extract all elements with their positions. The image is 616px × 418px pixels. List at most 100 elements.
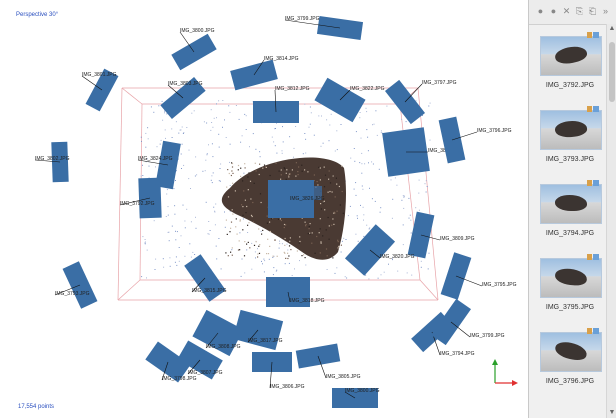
aligned-icon	[587, 106, 592, 112]
camera-label: IMG_3800.JPG	[345, 388, 380, 394]
camera-label: IMG_3797.JPG	[422, 80, 457, 86]
camera-label: IMG_3822.JPG	[350, 86, 385, 92]
expand-icon[interactable]: »	[602, 6, 608, 16]
camera-frustum[interactable]: IMG_3809.JPG	[407, 211, 475, 259]
camera-direction-line	[167, 84, 184, 99]
camera-label: IMG_3806.JPG	[270, 384, 305, 390]
scroll-down-icon[interactable]: ▼	[608, 409, 616, 416]
refresh-icon[interactable]: ●	[537, 6, 544, 16]
camera-direction-line	[247, 329, 259, 343]
aligned-icon	[587, 180, 592, 186]
camera-direction-line	[450, 321, 471, 338]
camera-frustum[interactable]: IMG_3800.JPG	[171, 28, 217, 71]
camera-direction-line	[179, 31, 195, 53]
camera-plane	[268, 180, 314, 218]
camera-direction-line	[420, 234, 441, 241]
close-icon[interactable]: ✕	[562, 6, 571, 16]
camera-direction-line	[119, 197, 151, 206]
camera-frustum[interactable]: IMG_3803.JPG	[160, 76, 206, 120]
camera-direction-line	[317, 355, 327, 379]
copy-icon[interactable]: ⎘	[575, 6, 584, 16]
camera-frustum[interactable]: IMG_3796.JPG	[438, 116, 512, 164]
camera-direction-line	[287, 291, 291, 303]
camera-direction-line	[54, 284, 81, 296]
camera-icon	[593, 328, 599, 334]
camera-frustum[interactable]: IMG_3805.JPG	[295, 343, 361, 380]
camera-direction-line	[34, 159, 61, 163]
camera-icon	[593, 32, 599, 38]
camera-frustum[interactable]: IMG_3800.JPG	[332, 388, 380, 408]
scroll-thumb[interactable]	[609, 42, 615, 102]
status-icons	[587, 106, 601, 112]
camera-frustum[interactable]: IMG_3812.JPG	[253, 86, 310, 123]
camera-label: IMG_3794.JPG	[440, 351, 475, 357]
camera-icon	[593, 106, 599, 112]
camera-frustum[interactable]: IMG_3802.JPG	[34, 141, 70, 183]
photo-thumbnail[interactable]	[540, 184, 602, 224]
camera-frustum-center[interactable]: IMG_3826.JPG	[268, 180, 325, 218]
camera-frustum[interactable]: IMG_3799.JPG	[284, 16, 364, 40]
camera-frustum[interactable]: IMG_3807.JPG	[177, 340, 223, 380]
camera-direction-line	[269, 361, 273, 389]
photo-thumbnail[interactable]	[540, 110, 602, 150]
scroll-up-icon[interactable]: ▲	[608, 25, 616, 32]
camera-frustum[interactable]: IMG_3808.JPG	[192, 309, 244, 357]
3d-viewport[interactable]: IMG_3799.JPG IMG_3800.JPG IMG_3801.JPG IMG_…	[0, 0, 529, 418]
camera-direction-line	[205, 332, 219, 349]
camera-label: IMG_3818.JPG	[290, 298, 325, 304]
camera-label: IMG_3800.JPG	[180, 28, 215, 34]
photo-thumbnail[interactable]	[540, 258, 602, 298]
camera-direction-line	[81, 75, 103, 91]
camera-frustum[interactable]: IMG_3815.JPG	[184, 254, 227, 302]
photos-toolbar: ● ● ✕ ⎘ ⎗ »	[529, 0, 616, 25]
axis-gizmo	[492, 359, 518, 386]
camera-frustum[interactable]: IMG_3806.JPG	[252, 352, 305, 390]
thumbnail-list[interactable]: IMG_3792.JPG IMG_3793.JPG IMG_3794.JPG IMG_…	[529, 24, 606, 418]
camera-frustum[interactable]: IMG_3797.JPG	[384, 79, 457, 125]
camera-label: IMG_3824.JPG	[138, 156, 173, 162]
x-axis-arrow-icon	[512, 380, 518, 386]
thumbnail-label: IMG_3795.JPG	[545, 304, 595, 311]
camera-frustum[interactable]: IMG_3817.JPG	[232, 309, 284, 351]
camera-label: IMG_3796.JPG	[477, 128, 512, 134]
aligned-icon	[587, 32, 592, 38]
camera-frustum[interactable]: IMG_3814.JPG	[230, 56, 299, 91]
camera-label: IMG_3798.JPG	[162, 376, 197, 382]
camera-frustum[interactable]: IMG_3798.JPG	[145, 341, 197, 383]
camera-frustum[interactable]: IMG_3824.JPG	[137, 140, 181, 190]
camera-direction-line	[344, 391, 356, 399]
camera-frustum[interactable]: IMG_3820.JPG	[344, 224, 415, 276]
camera-label: IMG_3799.JPG	[470, 333, 505, 339]
scene-canvas[interactable]: IMG_3799.JPG IMG_3800.JPG IMG_3801.JPG IMG_…	[0, 0, 528, 418]
camera-direction-line	[191, 277, 206, 293]
camera-frustum[interactable]: IMG_3792.JPG	[119, 177, 162, 219]
camera-label: IMG_3793.JPG	[55, 291, 90, 297]
photo-thumbnail[interactable]	[540, 332, 602, 372]
status-icons	[587, 328, 601, 334]
camera-frustum[interactable]: IMG_3818.JPG	[266, 277, 325, 307]
remove-icon[interactable]: ●	[550, 6, 557, 16]
points-count-label: 17,554 points	[18, 404, 55, 410]
camera-frustum[interactable]: IMG_3799.JPG	[431, 298, 505, 346]
photos-panel: ● ● ✕ ⎘ ⎗ » IMG_3792.JPG IMG_3793.JPG IMG_3794.…	[529, 0, 616, 418]
camera-direction-line	[451, 131, 478, 141]
camera-frustum[interactable]: IMG_3795.JPG	[440, 252, 517, 300]
rock-image	[553, 339, 589, 363]
paste-icon[interactable]: ⎗	[588, 6, 597, 16]
camera-label: IMG_3803.JPG	[168, 81, 203, 87]
thumbnail-label: IMG_3793.JPG	[545, 156, 595, 163]
camera-frustum[interactable]: IMG_3822.JPG	[314, 77, 385, 123]
camera-direction-line	[161, 361, 169, 381]
camera-label: IMG_3809.JPG	[440, 236, 475, 242]
camera-direction-line	[284, 19, 341, 29]
camera-label: IMG_3792.JPG	[120, 201, 155, 207]
camera-icon	[593, 180, 599, 186]
rock-image	[553, 43, 589, 67]
camera-frustum[interactable]: IMG_3793.JPG	[54, 261, 98, 309]
status-icons	[587, 180, 601, 186]
camera-frustum[interactable]: IMG_3801.JPG	[81, 68, 119, 112]
camera-direction-line	[455, 275, 483, 287]
photo-thumbnail[interactable]	[540, 36, 602, 76]
status-icons	[587, 32, 601, 38]
thumbnail-scrollbar[interactable]: ▲ ▼	[606, 24, 616, 418]
